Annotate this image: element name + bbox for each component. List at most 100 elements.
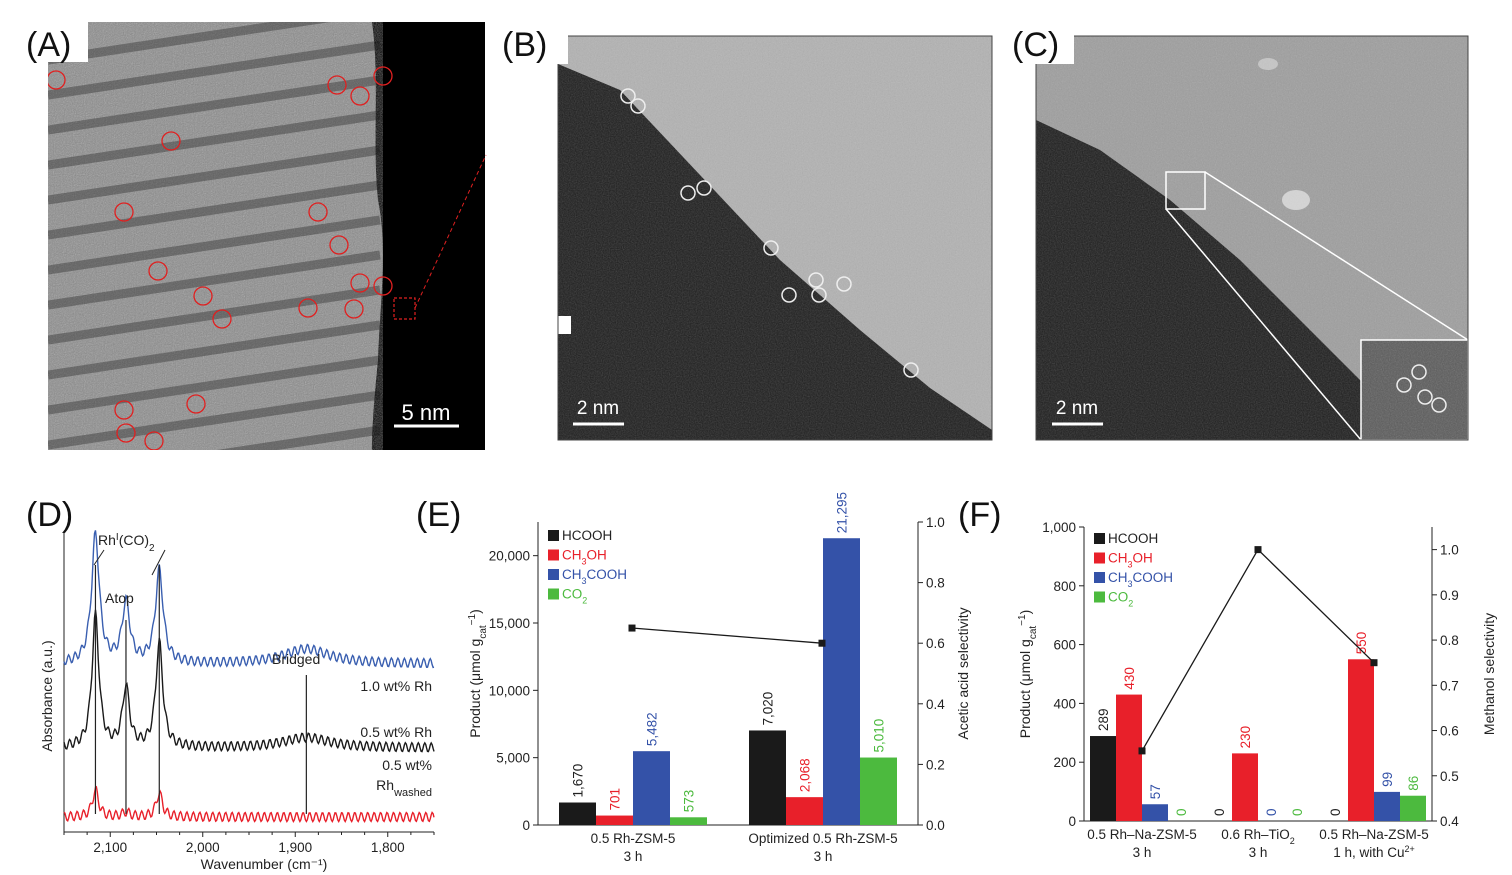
y2-tick-label: 1.0	[926, 515, 945, 530]
d-series-label: Rhwashed	[376, 777, 432, 799]
legend-label: CH3COOH	[562, 567, 627, 586]
y-tick-label: 400	[1053, 696, 1076, 711]
bar-value-label: 701	[608, 788, 623, 811]
scale-label-b: 2 nm	[577, 398, 619, 419]
y-axis-title: Product (μmol gcat−1)	[467, 609, 489, 738]
bar	[1374, 791, 1400, 821]
y2-tick-label: 0.4	[926, 697, 945, 712]
legend-swatch	[548, 569, 559, 580]
micrograph-a: 5 nm (A)	[22, 22, 487, 450]
selectivity-line	[631, 627, 823, 644]
d-annotation-arrow	[93, 549, 105, 566]
legend-swatch	[548, 549, 559, 561]
bar	[1142, 804, 1168, 821]
y-tick-label: 0	[522, 818, 530, 833]
selectivity-point	[1254, 546, 1262, 554]
bar	[1090, 736, 1116, 821]
bar	[1400, 795, 1426, 821]
bar-value-label: 1,670	[571, 764, 586, 798]
d-annotation-arrow	[151, 549, 166, 576]
d-annotation-atop: Atop	[105, 590, 134, 606]
d-x-tick-label: 2,000	[186, 840, 220, 855]
category-label: 0.6 Rh–TiO2	[1221, 827, 1295, 846]
y-tick-label: 0	[1068, 814, 1076, 829]
y2-tick-label: 0.9	[1440, 588, 1459, 603]
legend-swatch	[1094, 552, 1105, 564]
atom-markers-c	[1396, 364, 1447, 413]
bar	[1232, 753, 1258, 821]
y-tick-label: 600	[1053, 638, 1076, 653]
legend-swatch	[1094, 572, 1105, 583]
panel-label-d: (D)	[26, 496, 73, 534]
y-tick-label: 15,000	[489, 616, 530, 631]
y2-tick-label: 0.5	[1440, 769, 1459, 784]
micrograph-c: 2 nm (C)	[1010, 22, 1469, 441]
category-label: 0.5 Rh–Na-ZSM-5	[1087, 827, 1197, 842]
y2-axis-title: Methanol selectivity	[1481, 613, 1497, 735]
legend-label: CH3COOH	[1108, 570, 1173, 589]
bar	[596, 815, 633, 825]
y2-tick-label: 0.6	[1440, 724, 1459, 739]
category-label: 3 h	[1133, 845, 1152, 860]
y2-tick-label: 0.7	[1440, 678, 1459, 693]
chart-e: (E) 0 5,000 10,000 15,000 20,000 0.0 0.2 0.4 0.6…	[416, 492, 971, 864]
selectivity-line	[1141, 548, 1375, 752]
bar-value-label: 99	[1380, 772, 1395, 787]
panel-label-c: (C)	[1012, 26, 1059, 64]
legend-label: HCOOH	[562, 528, 612, 543]
bar	[786, 797, 823, 825]
chart-f: (F) 0 200 400 600 800 1,000 0.4 0.5 0.6 0.7 0.8 0.9…	[958, 496, 1497, 860]
y-tick-label: 1,000	[1042, 520, 1076, 535]
d-x-tick-label: 1,800	[371, 840, 405, 855]
y-tick-label: 10,000	[489, 683, 530, 698]
d-annotation-rh-co2: RhI(CO)2	[98, 532, 155, 554]
bar-value-label: 289	[1096, 709, 1111, 732]
legend-label: CO2	[562, 587, 587, 606]
y-axis-title: Product (μmol gcat−1)	[1017, 610, 1039, 739]
chart-d: (D) 2,100 2,000 1,900 1,800 Wavenumber (cm⁻¹…	[26, 496, 435, 872]
bar-value-label: 7,020	[761, 692, 776, 726]
y2-axis-title: Acetic acid selectivity	[955, 607, 971, 739]
d-series-label: 0.5 wt%	[382, 757, 432, 773]
y2-tick-label: 0.0	[926, 818, 945, 833]
legend-label: HCOOH	[1108, 531, 1158, 546]
category-label: 1 h, with Cu2+	[1333, 844, 1415, 860]
legend-swatch	[548, 588, 559, 600]
panel-label-b: (B)	[502, 26, 547, 64]
y-tick-label: 800	[1053, 579, 1076, 594]
bar-value-label: 5,010	[872, 719, 887, 753]
bar-value-label: 5,482	[645, 712, 660, 746]
scale-label-a: 5 nm	[402, 400, 451, 425]
panel-label-f: (F)	[958, 496, 1001, 534]
d-spectrum-line	[63, 785, 435, 824]
bar	[633, 751, 670, 825]
scale-label-c: 2 nm	[1056, 398, 1098, 419]
category-label: 0.5 Rh-ZSM-5	[591, 831, 676, 846]
panel-label-e: (E)	[416, 496, 461, 534]
legend-swatch	[1094, 533, 1105, 544]
legend-swatch	[1094, 591, 1105, 603]
y2-tick-label: 1.0	[1440, 543, 1459, 558]
bar-value-label: 0	[1212, 808, 1227, 816]
y2-tick-label: 0.4	[1440, 814, 1459, 829]
legend-swatch	[548, 530, 559, 541]
bar-value-label: 573	[682, 790, 697, 813]
bar-value-label: 21,295	[835, 492, 850, 533]
y2-tick-label: 0.2	[926, 757, 945, 772]
bar	[860, 757, 897, 825]
bar-value-label: 230	[1238, 726, 1253, 749]
y-tick-label: 20,000	[489, 549, 530, 564]
bar-value-label: 0	[1328, 808, 1343, 816]
bar	[1116, 694, 1142, 821]
bar-value-label: 430	[1122, 667, 1137, 690]
y-tick-label: 5,000	[496, 751, 530, 766]
atom-markers-a	[48, 66, 393, 450]
selectivity-point	[1138, 747, 1146, 755]
selectivity-point	[628, 624, 636, 632]
category-label: 3 h	[1249, 845, 1268, 860]
d-y-axis-title: Absorbance (a.u.)	[39, 640, 55, 751]
y-tick-label: 200	[1053, 755, 1076, 770]
d-x-axis-title: Wavenumber (cm⁻¹)	[201, 856, 328, 872]
d-x-tick-label: 2,100	[93, 840, 127, 855]
bar	[749, 730, 786, 825]
